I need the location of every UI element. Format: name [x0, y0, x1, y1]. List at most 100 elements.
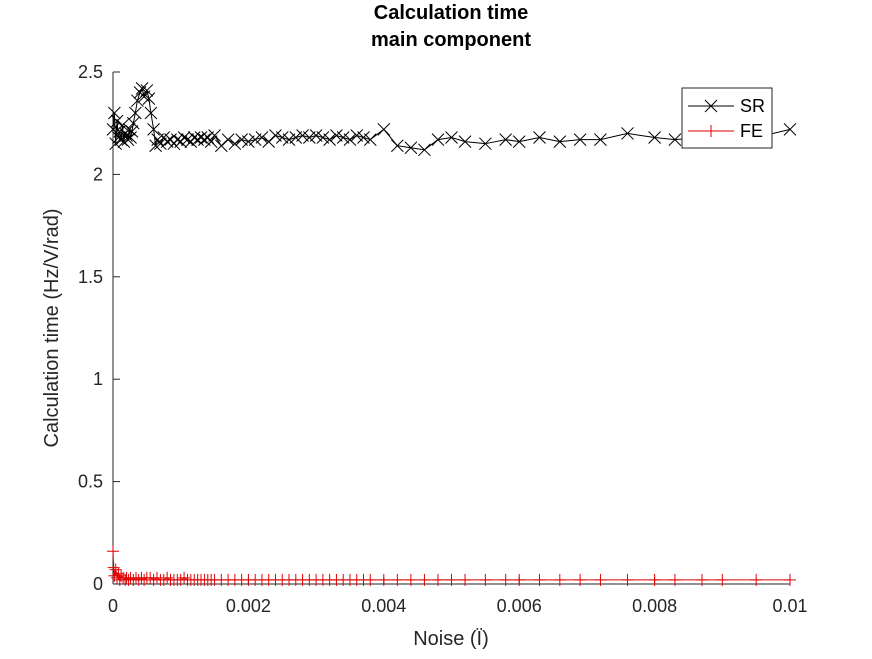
- marker-stroke: [120, 129, 133, 142]
- data-point-sr: [144, 106, 158, 120]
- marker-stroke: [296, 129, 309, 142]
- data-point-sr: [106, 122, 120, 136]
- marker-stroke: [275, 131, 289, 144]
- legend-label: FE: [740, 121, 763, 141]
- series-line-sr: [112, 86, 791, 151]
- data-point-sr: [302, 131, 316, 144]
- data-point-fe: [750, 573, 763, 586]
- data-point-sr: [377, 122, 391, 136]
- data-point-fe: [553, 573, 566, 586]
- y-tick-label: 2.5: [78, 62, 103, 82]
- marker-stroke: [336, 131, 350, 144]
- data-point-fe: [695, 573, 708, 586]
- series-sr: [106, 82, 797, 157]
- marker-stroke: [499, 133, 513, 146]
- data-point-sr: [363, 133, 377, 146]
- legend-entry-sr: SR: [688, 96, 765, 116]
- marker-stroke: [144, 106, 158, 120]
- marker-stroke: [208, 129, 221, 142]
- x-tick-label: 0.008: [632, 596, 677, 616]
- marker-stroke: [573, 133, 587, 146]
- marker-stroke: [194, 131, 208, 144]
- data-point-fe: [621, 573, 634, 586]
- data-point-fe: [161, 571, 174, 584]
- marker-stroke: [377, 122, 391, 136]
- data-point-sr: [783, 122, 797, 136]
- data-point-sr: [147, 122, 160, 136]
- y-tick-label: 0: [93, 574, 103, 594]
- marker-stroke: [201, 131, 215, 144]
- data-point-sr: [228, 137, 242, 151]
- chart-title-line-2: main component: [371, 29, 531, 51]
- marker-stroke: [533, 131, 546, 144]
- marker-stroke: [108, 106, 121, 120]
- marker-stroke: [309, 129, 323, 142]
- marker-stroke: [478, 137, 492, 151]
- data-point-fe: [668, 573, 681, 586]
- marker-stroke: [783, 122, 797, 136]
- marker-stroke: [458, 135, 472, 148]
- data-point-fe: [716, 573, 729, 586]
- data-point-fe: [377, 573, 390, 586]
- data-point-sr: [110, 114, 124, 128]
- marker-stroke: [147, 122, 160, 136]
- legend-marker: [704, 99, 718, 113]
- data-point-fe: [431, 573, 444, 586]
- data-point-sr: [404, 141, 418, 155]
- data-point-sr: [116, 118, 129, 132]
- marker-stroke: [431, 133, 445, 146]
- y-tick-label: 2: [93, 164, 103, 184]
- x-tick-label: 0.004: [361, 596, 406, 616]
- marker-stroke: [164, 133, 177, 146]
- data-point-sr: [140, 84, 154, 97]
- marker-stroke: [110, 114, 124, 128]
- data-point-sr: [204, 135, 218, 148]
- data-point-sr: [177, 131, 191, 144]
- data-point-sr: [187, 131, 201, 144]
- data-point-sr: [125, 125, 139, 138]
- data-point-sr: [458, 135, 472, 148]
- marker-stroke: [170, 133, 184, 146]
- marker-stroke: [187, 131, 201, 144]
- marker-stroke: [512, 135, 526, 148]
- data-point-sr: [235, 133, 248, 146]
- data-point-fe: [445, 573, 458, 586]
- data-point-sr: [553, 135, 567, 148]
- marker-stroke: [350, 129, 364, 142]
- marker-stroke: [221, 133, 235, 146]
- legend: SR FE: [681, 87, 773, 149]
- data-point-sr: [533, 131, 546, 144]
- marker-stroke: [255, 131, 269, 144]
- data-point-fe: [107, 561, 120, 574]
- data-point-sr: [128, 106, 142, 120]
- data-point-sr: [131, 94, 144, 108]
- data-point-sr: [275, 131, 289, 144]
- plot-area: 0 0.002 0.004 0.006 0.008 0.01 0 0.5 1 1.5 2 2.5: [78, 62, 808, 616]
- marker-stroke: [140, 84, 154, 97]
- data-point-sr: [109, 137, 123, 151]
- marker-stroke: [621, 127, 634, 140]
- data-point-sr: [648, 131, 661, 144]
- marker-stroke: [142, 92, 156, 105]
- data-point-fe: [533, 573, 546, 586]
- data-point-sr: [621, 127, 634, 140]
- y-tick-label: 1.5: [78, 267, 103, 287]
- marker-stroke: [154, 137, 167, 151]
- legend-marker: [705, 125, 717, 137]
- data-point-sr: [160, 135, 174, 148]
- marker-stroke: [302, 131, 316, 144]
- data-point-fe: [479, 573, 492, 586]
- marker-stroke: [198, 133, 211, 146]
- data-point-sr: [248, 133, 262, 146]
- data-point-sr: [181, 133, 194, 146]
- x-tick-label: 0.01: [772, 596, 807, 616]
- x-tick-label: 0.006: [497, 596, 542, 616]
- marker-stroke: [289, 131, 303, 144]
- y-axis-label: Calculation time (Hz/V/rad): [41, 209, 63, 448]
- data-point-sr: [194, 131, 208, 144]
- data-point-sr: [431, 133, 445, 146]
- data-point-fe: [391, 573, 404, 586]
- data-point-sr: [135, 82, 149, 95]
- data-point-sr: [120, 129, 133, 142]
